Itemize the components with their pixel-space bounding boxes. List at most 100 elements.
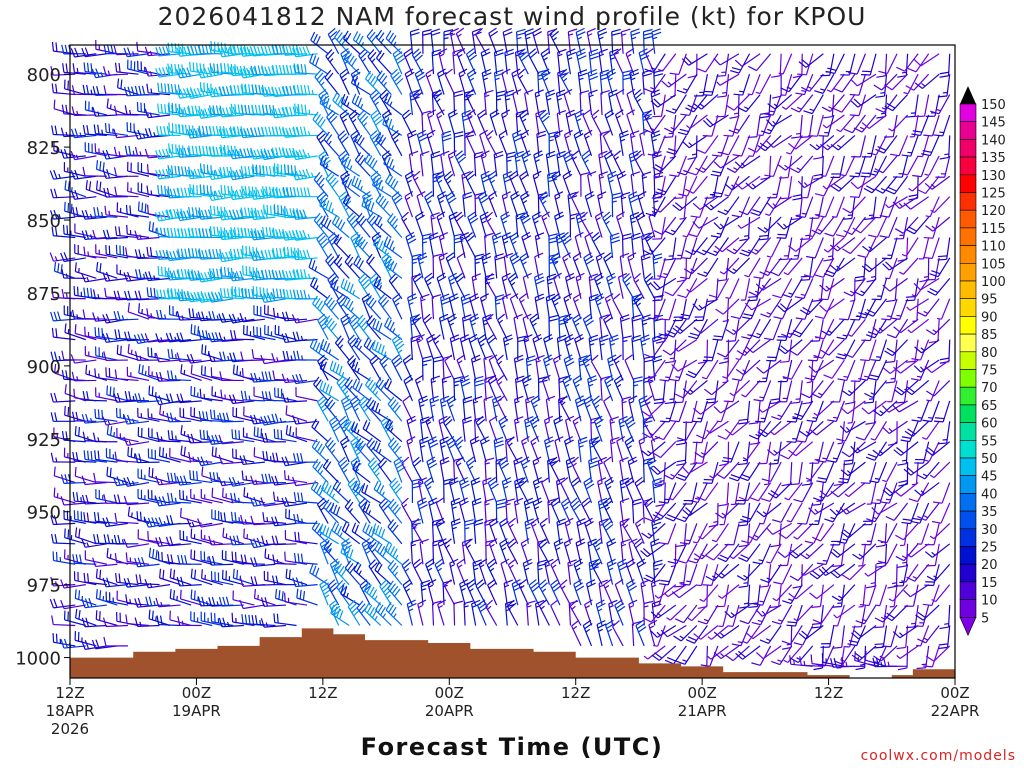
x-tick-label: 19APR — [172, 702, 221, 720]
wind-barb — [190, 324, 213, 341]
wind-barb — [126, 366, 150, 382]
wind-barb — [83, 512, 107, 524]
colorbar-swatch — [959, 439, 977, 459]
wind-barb — [103, 636, 128, 647]
colorbar-swatch — [959, 386, 977, 406]
colorbar-swatch — [959, 262, 977, 282]
wind-barb — [94, 368, 118, 382]
colorbar-label: 125 — [981, 187, 1006, 202]
wind-barb — [155, 475, 181, 486]
wind-barb — [53, 466, 76, 484]
wind-barb — [83, 287, 107, 300]
wind-barb — [72, 554, 97, 565]
colorbar-swatch — [959, 351, 977, 370]
wind-barb — [81, 617, 107, 628]
colorbar-label: 150 — [981, 98, 1006, 113]
x-tick-label: 21APR — [678, 702, 727, 720]
colorbar-label: 95 — [981, 293, 998, 308]
wind-barb — [155, 45, 181, 57]
wind-barb — [167, 348, 192, 361]
x-tick-label: 22APR — [931, 702, 980, 720]
wind-barb — [70, 169, 97, 180]
wind-barb — [64, 405, 86, 422]
wind-barb — [83, 246, 107, 259]
wind-barb — [71, 106, 97, 117]
y-tick-label: 850 — [27, 211, 61, 232]
wind-barb — [70, 354, 97, 364]
wind-barb — [64, 384, 87, 402]
wind-barb — [148, 366, 171, 382]
wind-barb — [169, 589, 192, 606]
wind-barb — [93, 472, 118, 484]
wind-barb — [127, 59, 150, 75]
wind-barb — [92, 432, 118, 443]
wind-barb — [198, 44, 223, 55]
wind-barb — [134, 617, 160, 628]
colorbar-swatch — [959, 245, 977, 264]
colorbar-bottom-arrow — [959, 616, 977, 637]
wind-barb — [74, 223, 97, 239]
x-tick-label: 00Z — [435, 684, 464, 702]
wind-barb — [95, 610, 118, 627]
wind-barb — [72, 491, 97, 504]
wind-barb — [95, 489, 118, 504]
wind-barb — [125, 594, 150, 606]
wind-barb — [94, 327, 118, 341]
wind-barb — [137, 426, 160, 443]
wind-barb — [155, 66, 181, 78]
wind-barb — [124, 390, 150, 402]
wind-barb — [186, 353, 213, 364]
x-tick-label: 12Z — [561, 684, 590, 702]
wind-barb — [102, 617, 128, 628]
wind-barb — [72, 63, 97, 75]
credit-link[interactable]: coolwx.com/models — [860, 748, 1016, 764]
colorbar-label: 20 — [981, 558, 998, 573]
colorbar-label: 140 — [981, 133, 1006, 148]
colorbar-swatch — [959, 333, 977, 353]
y-tick-label: 1000 — [15, 649, 61, 670]
wind-barb — [51, 226, 76, 239]
colorbar-label: 115 — [981, 222, 1006, 237]
wind-barb — [94, 450, 118, 463]
wind-barb — [53, 261, 76, 279]
wind-barb — [60, 579, 86, 589]
colorbar-label: 100 — [981, 275, 1006, 290]
wind-barb — [83, 572, 107, 586]
wind-barb — [188, 308, 213, 320]
wind-barb — [61, 268, 86, 279]
wind-barb — [81, 538, 107, 548]
y-tick-label: 825 — [27, 138, 61, 159]
wind-barb — [81, 273, 107, 283]
wind-barb — [63, 610, 86, 627]
colorbar-swatch — [959, 192, 977, 211]
wind-barb — [136, 101, 160, 116]
wind-barb — [114, 553, 139, 565]
wind-barb — [114, 329, 139, 341]
wind-barb — [176, 475, 202, 486]
wind-barb — [157, 266, 181, 279]
wind-barb — [94, 143, 118, 157]
wind-barb — [138, 363, 160, 382]
wind-barb — [158, 446, 181, 463]
wind-barb — [190, 528, 213, 545]
wind-barbs — [49, 27, 951, 671]
colorbar-swatch — [959, 174, 977, 193]
wind-barb — [113, 392, 139, 403]
wind-barb — [166, 412, 192, 423]
colorbar-top-arrow — [960, 86, 976, 104]
colorbar-swatch — [959, 156, 977, 176]
wind-barb — [114, 226, 139, 239]
wind-barb — [169, 568, 192, 586]
wind-barb — [93, 511, 118, 524]
colorbar-swatch — [959, 298, 977, 317]
wind-barb — [70, 47, 97, 58]
wind-barb — [62, 224, 86, 239]
wind-barb — [52, 551, 76, 565]
wind-barb — [137, 489, 160, 504]
colorbar-swatch — [959, 209, 977, 229]
wind-barb — [135, 574, 160, 586]
wind-barb — [186, 270, 213, 281]
wind-barb — [199, 163, 223, 177]
wind-barb — [50, 66, 76, 76]
